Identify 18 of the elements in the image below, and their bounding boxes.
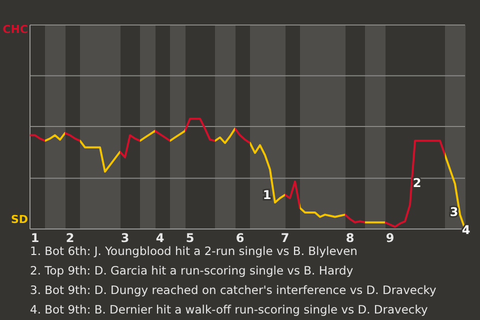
x-tick-label: 6 (236, 231, 244, 245)
text: 3. Bot 9th: D. Dungy reached on catcher's interference vs D. Dravecky (30, 283, 437, 297)
x-tick-label: 9 (386, 231, 394, 245)
text: 1. Bot 6th: J. Youngblood hit a 2-run single vs B. Blyleven (30, 244, 358, 258)
x-tick-label: 8 (346, 231, 354, 245)
x-tick-label: 3 (120, 231, 130, 245)
annotation: 2 (412, 176, 422, 190)
annotation: 1 (262, 188, 272, 202)
x-tick-label: 5 (186, 231, 194, 245)
x-tick-label: 7 (280, 231, 290, 245)
x-tick-label: 4 (156, 231, 164, 245)
annotation: 3 (450, 205, 458, 219)
x-tick-label: 2 (66, 231, 74, 245)
text: CHC (2, 23, 28, 36)
text: 2. Top 9th: D. Garcia hit a run-scoring single vs B. Hardy (30, 264, 354, 278)
text: SD (10, 213, 28, 226)
x-tick-label: 1 (30, 231, 40, 245)
text: 4. Bot 9th: B. Dernier hit a walk-off run-scoring single vs D. Dravecky (30, 302, 428, 316)
